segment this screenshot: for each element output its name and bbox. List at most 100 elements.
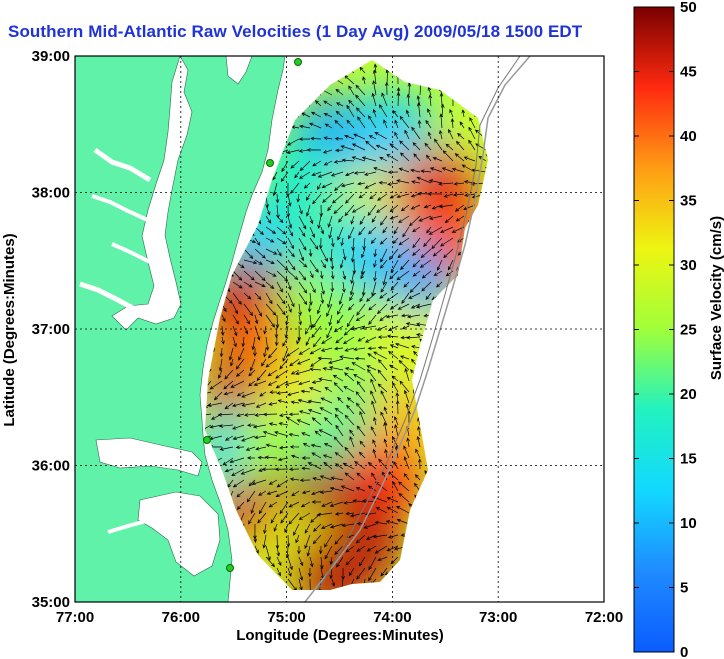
velocity-vector	[359, 410, 366, 426]
velocity-vector	[372, 496, 388, 503]
velocity-vector	[295, 534, 300, 544]
velocity-vector	[311, 171, 322, 176]
velocity-vector	[370, 426, 377, 437]
velocity-vector	[403, 473, 410, 481]
velocity-vector	[276, 259, 289, 271]
velocity-vector	[330, 270, 335, 280]
velocity-vector	[353, 373, 366, 382]
velocity-vector	[324, 417, 333, 426]
velocity-vector	[258, 490, 267, 496]
velocity-vector	[259, 391, 267, 397]
velocity-vector	[251, 336, 256, 351]
velocity-vector	[374, 132, 388, 140]
velocity-vector	[358, 226, 366, 236]
velocity-vector	[312, 534, 322, 545]
velocity-vector	[377, 193, 388, 201]
velocity-vector	[224, 468, 234, 473]
velocity-vector	[363, 523, 377, 529]
velocity-vector	[235, 358, 245, 370]
velocity-vector	[421, 270, 432, 279]
velocity-vector	[378, 180, 388, 185]
velocity-vector	[326, 303, 333, 317]
velocity-vector	[274, 467, 289, 472]
velocity-vector	[380, 215, 388, 226]
colorbar	[633, 6, 675, 653]
velocity-vector	[332, 374, 344, 382]
velocity-vector	[298, 314, 302, 326]
velocity-vector	[298, 215, 307, 230]
velocity-vector	[266, 490, 278, 495]
velocity-vector	[396, 270, 410, 281]
velocity-vector	[366, 365, 377, 371]
velocity-vector	[371, 215, 377, 223]
velocity-vector	[309, 237, 319, 250]
velocity-vector	[398, 237, 410, 246]
velocity-vector	[352, 499, 366, 503]
velocity-vector	[254, 545, 259, 554]
velocity-vector	[250, 501, 256, 515]
velocity-vector	[320, 226, 325, 235]
velocity-vector	[334, 119, 344, 129]
velocity-vector	[382, 226, 388, 234]
velocity-vector	[327, 215, 333, 228]
velocity-vector	[340, 145, 355, 151]
velocity-vector	[320, 281, 325, 295]
velocity-vector	[309, 314, 314, 329]
velocity-vector	[342, 462, 355, 470]
velocity-vector	[320, 397, 333, 404]
velocity-vector	[439, 113, 444, 129]
velocity-vector	[321, 336, 333, 344]
velocity-vector	[371, 400, 377, 415]
velocity-vector	[397, 481, 410, 492]
velocity-vector	[355, 534, 366, 544]
velocity-vector	[335, 424, 344, 437]
velocity-vector	[367, 368, 377, 382]
velocity-vector	[309, 226, 315, 239]
velocity-vector	[355, 391, 366, 404]
velocity-vector	[439, 226, 454, 234]
velocity-vector	[321, 501, 333, 507]
velocity-vector	[222, 457, 234, 466]
velocity-vector	[319, 490, 333, 494]
velocity-vector	[336, 314, 344, 324]
velocity-vector	[337, 396, 344, 404]
velocity-vector	[272, 171, 278, 181]
velocity-vector	[380, 390, 388, 404]
velocity-vector	[399, 355, 410, 360]
speed-region	[339, 437, 424, 522]
velocity-vector	[288, 512, 300, 525]
velocity-vector	[330, 171, 344, 177]
velocity-vector	[280, 512, 289, 524]
x-tick-label: 72:00	[585, 609, 623, 626]
velocity-vector	[328, 365, 344, 371]
velocity-vector	[267, 347, 278, 359]
velocity-vector	[410, 204, 421, 210]
velocity-vector	[438, 204, 454, 209]
velocity-vector	[349, 292, 355, 302]
velocity-vector	[342, 281, 346, 293]
velocity-vector	[375, 144, 388, 151]
velocity-vector	[362, 237, 367, 251]
velocity-vector	[439, 92, 444, 107]
velocity-vector	[401, 292, 410, 304]
velocity-vector	[394, 119, 399, 129]
velocity-vector	[254, 435, 267, 440]
velocity-vector	[323, 160, 333, 166]
velocity-vector	[298, 512, 311, 520]
velocity-vector	[246, 490, 256, 503]
velocity-vector	[318, 377, 333, 382]
velocity-vector	[323, 461, 333, 470]
velocity-vector	[411, 126, 421, 140]
velocity-vector	[221, 336, 225, 345]
velocity-vector	[265, 204, 271, 216]
velocity-vector	[338, 292, 344, 306]
velocity-vector	[304, 523, 311, 534]
velocity-vector	[426, 154, 432, 162]
velocity-vector	[444, 215, 454, 224]
velocity-vector	[355, 94, 366, 107]
velocity-vector	[236, 490, 245, 498]
velocity-vector	[394, 131, 399, 140]
velocity-vector	[353, 133, 366, 140]
velocity-vector	[308, 122, 322, 129]
velocity-vector	[356, 567, 366, 580]
